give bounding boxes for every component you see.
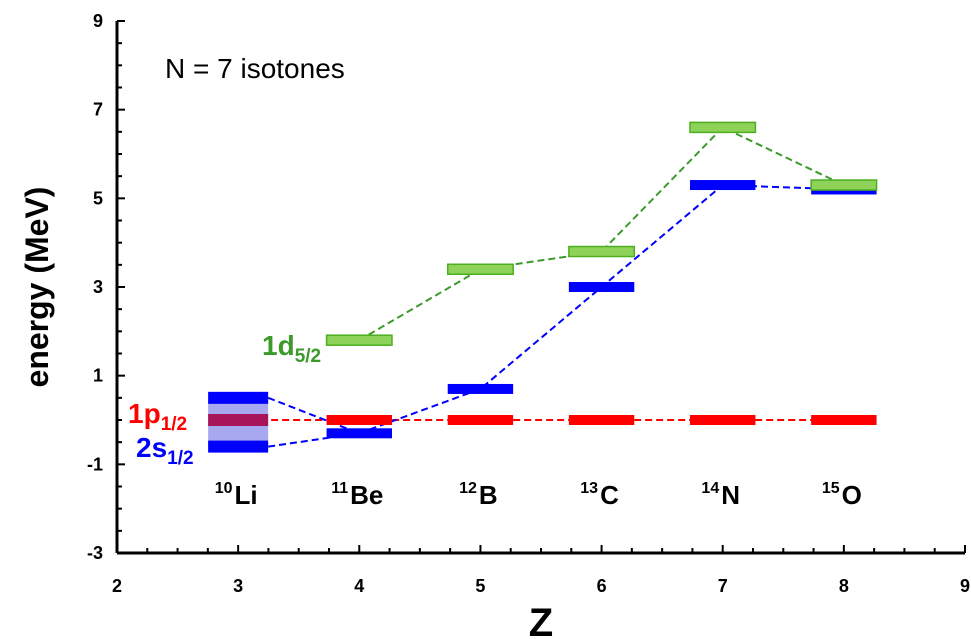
chart-annotation: N = 7 isotones bbox=[165, 53, 345, 84]
y-tick-label: 7 bbox=[93, 100, 103, 120]
level-1p bbox=[326, 415, 392, 425]
level-2s bbox=[326, 428, 392, 439]
x-tick-label: 6 bbox=[597, 576, 607, 596]
level-1p bbox=[690, 415, 756, 425]
y-tick-label: 3 bbox=[93, 277, 103, 297]
level-1d bbox=[810, 179, 878, 191]
series-1d-line bbox=[358, 126, 845, 342]
x-tick-label: 2 bbox=[112, 576, 122, 596]
isotope-label: 11Be bbox=[331, 480, 383, 510]
level-1d bbox=[446, 263, 514, 276]
y-tick-label: -3 bbox=[87, 543, 103, 563]
label-2s: 2s1/2 bbox=[136, 432, 194, 469]
x-tick-label: 3 bbox=[233, 576, 243, 596]
level-1d bbox=[689, 121, 757, 134]
y-tick-label: 9 bbox=[93, 11, 103, 31]
isotope-label: 13C bbox=[580, 480, 619, 510]
isotope-label: 15O bbox=[822, 480, 862, 510]
x-axis-title: Z bbox=[529, 601, 553, 639]
x-tick-label: 9 bbox=[960, 576, 970, 596]
label-1p: 1p1/2 bbox=[128, 398, 187, 435]
y-axis-title: energy (MeV) bbox=[19, 187, 55, 388]
isotope-label: 12B bbox=[459, 480, 498, 510]
y-tick-label: 5 bbox=[93, 188, 103, 208]
level-1p bbox=[811, 415, 877, 425]
label-1d: 1d5/2 bbox=[262, 330, 321, 367]
level-1p-10Li bbox=[208, 414, 269, 426]
level-1p bbox=[447, 415, 514, 425]
isotope-label: 10Li bbox=[215, 480, 258, 510]
x-tick-label: 5 bbox=[475, 576, 485, 596]
y-tick-label: -1 bbox=[87, 454, 103, 474]
level-2s bbox=[690, 180, 756, 191]
level-1p bbox=[568, 415, 635, 425]
isotope-label: 14N bbox=[701, 480, 740, 510]
level-1d bbox=[325, 334, 393, 346]
level-2s bbox=[568, 282, 635, 292]
level-2s bbox=[447, 383, 514, 394]
x-tick-label: 8 bbox=[839, 576, 849, 596]
series-2s-line bbox=[358, 184, 844, 435]
axes: -3 -1 1 3 5 7 9 2 3 4 5 6 7 8 9 bbox=[87, 11, 970, 596]
series-2s-line bbox=[267, 396, 360, 435]
level-2s-10Li-lower bbox=[208, 440, 269, 453]
level-2s-10Li-upper bbox=[208, 391, 269, 404]
level-1d bbox=[568, 245, 636, 258]
x-tick-label: 4 bbox=[354, 576, 364, 596]
series-2s-line bbox=[267, 432, 360, 448]
x-tick-label: 7 bbox=[718, 576, 728, 596]
y-tick-label: 1 bbox=[93, 366, 103, 386]
